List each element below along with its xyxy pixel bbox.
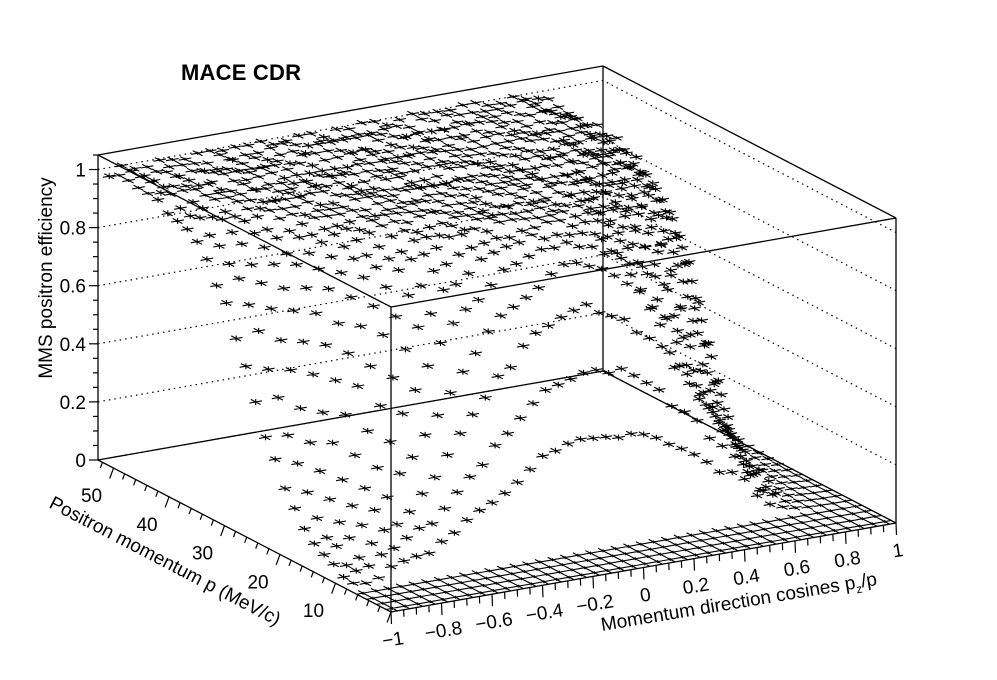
x-tick-label: 0.2 (681, 574, 710, 599)
y-tick-label: 40 (136, 515, 157, 536)
x-tick-label: 0.6 (782, 557, 811, 582)
x-tick-label: −0.6 (474, 609, 514, 636)
y-tick-label: 50 (81, 486, 102, 507)
z-tick-label: 0.2 (60, 393, 86, 414)
z-gridlines (97, 79, 897, 524)
x-tick-label: 0.4 (732, 565, 762, 590)
y-axis-label: Positron momentum p (MeV/c) (46, 493, 284, 631)
chart-title: MACE CDR (181, 60, 302, 85)
z-tick-label: 0.4 (60, 335, 87, 356)
z-tick-label: 0.6 (60, 277, 86, 298)
box-frame-front (97, 65, 897, 613)
x-tick-label: 1 (891, 540, 905, 562)
y-tick-label: 30 (192, 544, 213, 565)
x-tick-label: 0 (639, 584, 653, 606)
z-tick-label: 0.8 (60, 219, 86, 240)
y-tick-label: 10 (303, 601, 324, 622)
x-tick-label: −0.4 (524, 600, 565, 627)
z-tick-label: 0 (75, 451, 86, 472)
x-tick-label: 0.8 (833, 548, 862, 573)
y-tick-label: 20 (247, 572, 268, 593)
x-tick-label: −1 (381, 628, 406, 652)
x-tick-label: −0.8 (423, 618, 463, 645)
data-points (102, 93, 892, 612)
z-tick-label: 1 (75, 161, 86, 182)
